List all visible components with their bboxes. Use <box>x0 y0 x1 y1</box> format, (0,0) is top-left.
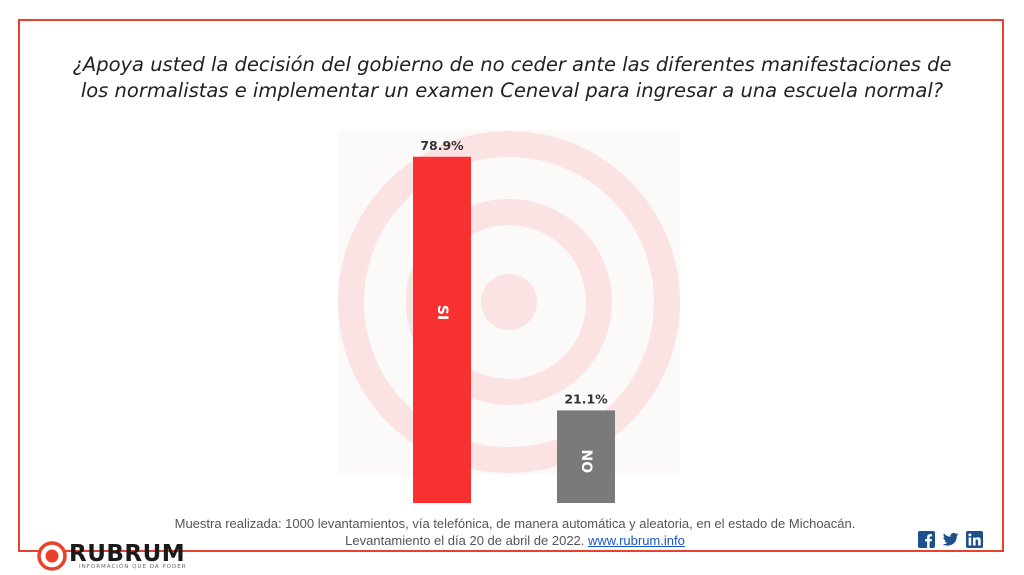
social-links <box>918 531 983 549</box>
footnote-line-1: Muestra realizada: 1000 levantamientos, … <box>174 516 856 531</box>
value-label-no: 21.1% <box>564 391 608 406</box>
footnote-date: Levantamiento el día 20 de abril de 2022… <box>345 533 585 548</box>
category-label-no: NO <box>578 450 594 474</box>
website-link[interactable]: www.rubrum.info <box>588 533 685 548</box>
value-label-si: 78.9% <box>420 138 464 153</box>
facebook-icon[interactable] <box>918 531 935 548</box>
linkedin-icon[interactable] <box>966 531 983 548</box>
brand-name: RUBRUM <box>69 541 186 567</box>
category-label-si: SI <box>434 305 450 320</box>
brand-tagline: INFORMACIÓN QUE DA PODER <box>79 564 187 570</box>
bar-si <box>413 156 471 503</box>
slide-frame <box>18 19 1004 552</box>
rubrum-logo: RUBRUM INFORMACIÓN QUE DA PODER <box>37 540 197 574</box>
twitter-icon[interactable] <box>942 531 959 548</box>
bar-no <box>557 410 615 503</box>
target-logo-icon <box>37 541 67 571</box>
footnote: Muestra realizada: 1000 levantamientos, … <box>120 515 910 549</box>
footnote-line-2: Levantamiento el día 20 de abril de 2022… <box>120 532 910 549</box>
chart-title: ¿Apoya usted la decisión del gobierno de… <box>72 53 952 102</box>
